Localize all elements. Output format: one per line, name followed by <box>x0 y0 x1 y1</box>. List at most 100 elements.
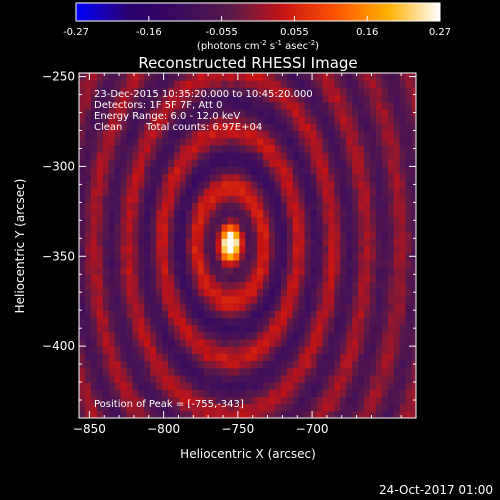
heat-cell <box>310 166 318 175</box>
heat-cell <box>215 73 223 81</box>
heat-cell <box>179 382 187 390</box>
heat-cell <box>126 94 134 103</box>
heat-cell <box>358 173 365 182</box>
heat-cell <box>227 324 234 333</box>
heat-cell <box>102 195 110 203</box>
heat-cell <box>245 202 252 211</box>
heat-cell <box>381 324 389 333</box>
heat-cell <box>84 195 92 203</box>
heat-cell <box>191 101 199 110</box>
heat-cell <box>120 410 128 418</box>
heat-cell <box>352 396 359 405</box>
heat-cell <box>280 202 288 211</box>
heat-cell <box>322 73 330 81</box>
heat-cell <box>156 382 163 390</box>
heat-cell <box>179 331 187 340</box>
heat-cell <box>179 216 187 225</box>
heat-cell <box>209 303 217 311</box>
heat-cell <box>144 303 151 311</box>
heat-cell <box>126 317 134 326</box>
heat-cell <box>298 231 306 239</box>
heat-cell <box>102 360 110 369</box>
heat-cell <box>387 245 395 254</box>
heat-cell <box>197 295 205 304</box>
heat-cell <box>405 295 413 304</box>
heat-cell <box>132 360 139 369</box>
heat-cell <box>369 116 377 124</box>
heat-cell <box>411 295 416 304</box>
heat-cell <box>203 87 211 96</box>
heat-cell <box>286 87 294 96</box>
heat-cell <box>215 353 223 362</box>
heat-cell <box>346 396 353 405</box>
heat-cell <box>203 137 211 146</box>
heat-cell <box>411 80 416 88</box>
heat-cell <box>411 389 416 398</box>
heat-cell <box>179 259 187 268</box>
heat-cell <box>132 108 139 117</box>
heat-cell <box>346 87 353 96</box>
heat-cell <box>251 403 258 412</box>
heat-cell <box>215 360 223 369</box>
heat-cell <box>132 94 139 103</box>
heat-cell <box>274 130 282 139</box>
heat-cell <box>352 144 359 153</box>
heat-cell <box>203 338 211 347</box>
heat-cell <box>197 252 205 261</box>
heat-cell <box>251 281 258 290</box>
chart-title: Reconstructed RHESSI Image <box>138 54 357 72</box>
heat-cell <box>286 108 294 117</box>
heat-cell <box>239 166 246 175</box>
heat-cell <box>245 137 252 146</box>
heat-cell <box>150 303 157 311</box>
heat-cell <box>162 310 169 318</box>
heat-cell <box>96 195 104 203</box>
heat-cell <box>280 188 288 196</box>
heat-cell <box>381 137 389 146</box>
heat-cell <box>263 116 270 124</box>
heat-cell <box>203 245 211 254</box>
heat-cell <box>399 180 407 189</box>
heat-cell <box>215 108 223 117</box>
heat-cell <box>304 245 312 254</box>
heat-cell <box>215 274 223 283</box>
heat-cell <box>280 331 288 340</box>
heat-cell <box>132 216 139 225</box>
heat-cell <box>292 152 300 160</box>
heat-cell <box>346 130 353 139</box>
heat-cell <box>120 288 128 297</box>
heat-cell <box>120 331 128 340</box>
heat-cell <box>328 130 335 139</box>
heat-cell <box>239 324 246 333</box>
heat-cell <box>316 338 324 347</box>
x-tick-label: −700 <box>296 422 329 436</box>
heat-cell <box>381 73 389 81</box>
heat-cell <box>346 259 353 268</box>
heat-cell <box>263 245 270 254</box>
heat-cell <box>405 245 413 254</box>
heat-cell <box>352 238 359 247</box>
heat-cell <box>150 317 157 326</box>
heat-cell <box>126 310 134 318</box>
heat-cell <box>352 245 359 254</box>
heat-cell <box>215 288 223 297</box>
heat-cell <box>132 123 139 132</box>
heat-cell <box>96 245 104 254</box>
heat-cell <box>269 144 276 153</box>
heat-cell <box>227 382 234 390</box>
heat-cell <box>132 137 139 146</box>
heat-cell <box>203 195 211 203</box>
heat-cell <box>239 310 246 318</box>
heat-cell <box>346 281 353 290</box>
heat-cell <box>233 324 240 333</box>
heat-cell <box>168 166 175 175</box>
footer-date: 24-Oct-2017 01:00 <box>379 483 493 497</box>
heat-cell <box>191 295 199 304</box>
heat-cell <box>405 281 413 290</box>
heat-cell <box>292 87 300 96</box>
heat-cell <box>150 389 157 398</box>
heat-cell <box>126 123 134 132</box>
heat-cell <box>126 245 134 254</box>
heat-cell <box>393 396 401 405</box>
heat-cell <box>185 94 193 103</box>
